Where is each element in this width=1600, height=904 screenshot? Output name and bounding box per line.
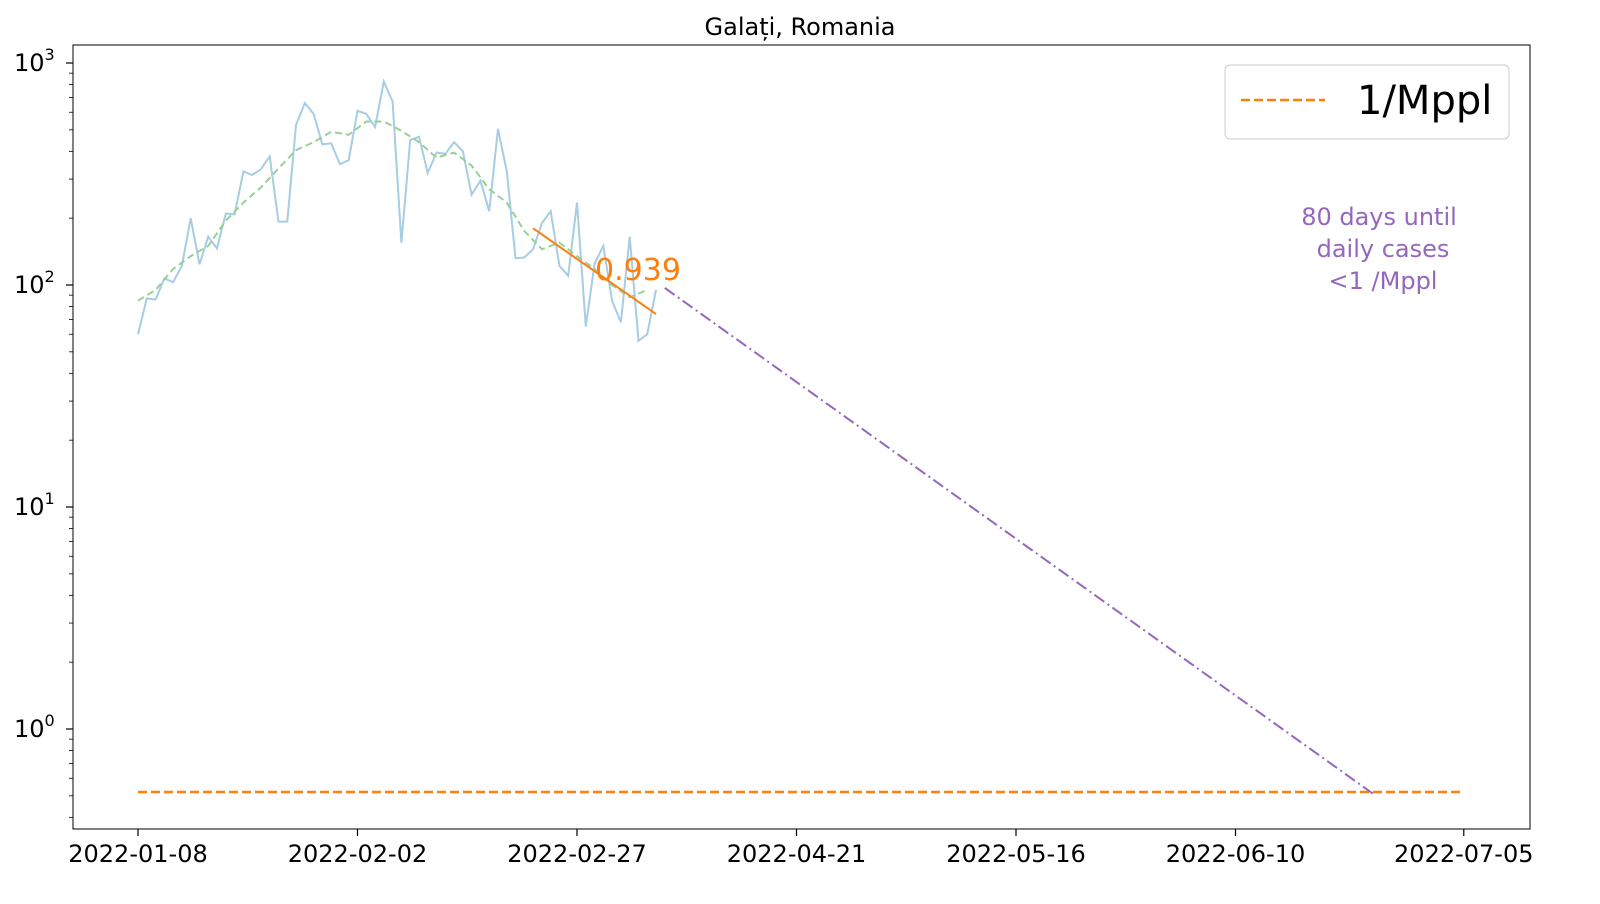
y-tick-label-exponent: 1 (45, 489, 55, 508)
y-tick-label: 101 (14, 489, 55, 521)
x-tick-label: 2022-07-05 (1394, 840, 1533, 868)
y-tick-label-base: 10 (14, 493, 45, 521)
trend-fit-label: 0.939 (595, 253, 681, 288)
projection-line (664, 287, 1377, 797)
y-tick-label-exponent: 2 (45, 267, 55, 286)
y-tick-label-base: 10 (14, 271, 45, 299)
x-tick-label: 2022-04-21 (727, 840, 866, 868)
x-tick-label: 2022-06-10 (1166, 840, 1305, 868)
chart-title: Galați, Romania (705, 13, 896, 41)
annotation: 80 days until daily cases <1 /Mppl (1301, 203, 1457, 295)
annotation-line-2: daily cases (1317, 235, 1450, 263)
trend-fit-line (532, 227, 657, 315)
legend: 1/Mppl (1224, 64, 1510, 140)
annotation-line-1: 80 days until (1301, 203, 1457, 231)
series-layer (137, 78, 657, 343)
x-tick-label: 2022-01-08 (68, 840, 207, 868)
y-tick-label-exponent: 0 (45, 711, 55, 730)
y-tick-label-base: 10 (14, 49, 45, 77)
x-tick-label: 2022-02-02 (288, 840, 427, 868)
marks-layer (138, 227, 1464, 797)
plot-frame (72, 44, 1531, 830)
legend-box (1224, 64, 1510, 140)
y-tick-label: 103 (14, 45, 55, 77)
annotation-line-3: <1 /Mppl (1329, 267, 1438, 295)
y-tick-label: 102 (14, 267, 55, 299)
x-tick-label: 2022-02-27 (507, 840, 646, 868)
moving-average-line (137, 120, 648, 302)
y-tick-label: 100 (14, 711, 55, 743)
x-axis: 2022-01-08 2022-02-02 2022-02-27 2022-04-21… (68, 829, 1534, 868)
daily-line (137, 78, 657, 343)
y-tick-label-exponent: 3 (45, 45, 55, 64)
x-tick-label: 2022-05-16 (946, 840, 1085, 868)
y-tick-label-base: 10 (14, 715, 45, 743)
legend-label: 1/Mppl (1357, 78, 1492, 124)
